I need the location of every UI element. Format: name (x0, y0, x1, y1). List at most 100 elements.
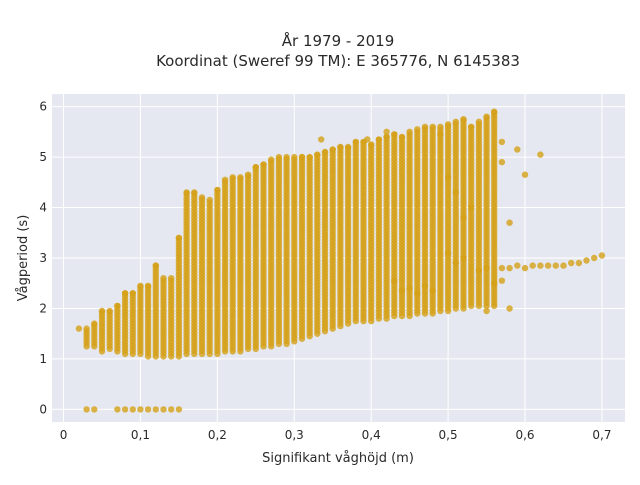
data-point (75, 325, 83, 332)
data-point (506, 264, 513, 272)
data-point (491, 280, 498, 287)
data-point (598, 252, 606, 259)
data-point (444, 249, 452, 257)
data-point (352, 138, 359, 146)
data-point (429, 287, 436, 294)
data-point (144, 406, 152, 413)
data-point (521, 264, 529, 272)
data-point (568, 259, 575, 267)
data-point (452, 118, 459, 126)
data-point (444, 174, 452, 181)
x-tick-label: 0,6 (515, 428, 534, 442)
data-point (229, 174, 236, 181)
x-tick-label: 0,2 (208, 428, 227, 442)
chart-title-line2: Koordinat (Sweref 99 TM): E 365776, N 61… (156, 52, 520, 70)
data-point (475, 118, 483, 126)
data-point (460, 116, 467, 123)
data-point (444, 121, 452, 128)
x-tick-label: 0,3 (285, 428, 304, 442)
data-point (506, 305, 513, 312)
data-point (498, 158, 506, 166)
data-point (414, 126, 421, 133)
data-point (91, 320, 98, 327)
data-point (144, 282, 152, 289)
x-tick-label: 0,5 (439, 428, 458, 442)
x-tick-label: 0 (60, 428, 68, 442)
data-point (468, 204, 475, 211)
data-point (364, 136, 371, 143)
data-point (121, 290, 129, 297)
data-point (191, 189, 198, 196)
data-point (414, 290, 421, 297)
data-point (406, 128, 413, 135)
data-point (544, 262, 552, 269)
data-point (460, 214, 467, 221)
data-point (483, 264, 490, 272)
data-point (252, 164, 259, 171)
y-tick-labels: 0 1 2 3 4 5 6 (39, 100, 47, 417)
data-point (314, 151, 321, 158)
data-point (160, 406, 167, 413)
data-point (506, 219, 513, 226)
data-point (206, 196, 213, 204)
data-point (391, 277, 398, 284)
data-point (514, 262, 521, 269)
data-point (91, 406, 98, 413)
data-points (75, 108, 606, 413)
data-point (498, 138, 506, 146)
data-point (498, 264, 506, 272)
x-tick-label: 0,7 (592, 428, 611, 442)
data-point (244, 171, 252, 178)
data-point (460, 254, 467, 262)
data-point (137, 406, 144, 413)
data-point (214, 186, 221, 194)
data-point (437, 131, 444, 138)
data-point (560, 262, 567, 269)
data-point (237, 174, 244, 181)
data-point (306, 153, 313, 161)
data-point (344, 143, 352, 151)
data-point (421, 123, 429, 130)
data-point (398, 133, 406, 141)
data-point (521, 171, 529, 178)
data-point (383, 133, 390, 141)
data-point (198, 194, 206, 201)
data-point (406, 285, 413, 292)
data-point (260, 161, 267, 168)
y-tick-label: 4 (39, 201, 47, 215)
x-axis-title: Signifikant våghöjd (m) (262, 451, 414, 466)
data-point (437, 123, 444, 130)
y-tick-label: 5 (39, 150, 47, 164)
data-point (83, 406, 90, 413)
data-point (183, 189, 190, 196)
data-point (591, 254, 598, 262)
data-point (98, 307, 106, 315)
data-point (429, 123, 436, 130)
data-point (483, 307, 490, 315)
data-point (491, 302, 498, 310)
data-point (283, 153, 290, 161)
y-axis-title: Vågperiod (s) (16, 215, 31, 302)
chart-title-line1: År 1979 - 2019 (282, 31, 395, 50)
data-point (421, 282, 429, 289)
x-tick-label: 0,4 (362, 428, 381, 442)
data-point (168, 406, 175, 413)
data-point (106, 307, 113, 315)
data-point (221, 176, 229, 183)
data-point (383, 128, 390, 135)
data-point (491, 108, 498, 115)
data-point (498, 277, 506, 284)
data-point (452, 189, 459, 196)
data-point (375, 136, 383, 143)
data-point (318, 136, 325, 143)
data-point (529, 262, 536, 269)
y-tick-label: 6 (39, 100, 47, 114)
x-tick-labels: 0 0,1 0,2 0,3 0,4 0,5 0,6 0,7 (60, 428, 612, 442)
data-point (329, 146, 336, 153)
y-tick-label: 0 (39, 402, 47, 416)
data-point (321, 148, 329, 156)
data-point (298, 153, 306, 161)
data-point (398, 287, 406, 294)
